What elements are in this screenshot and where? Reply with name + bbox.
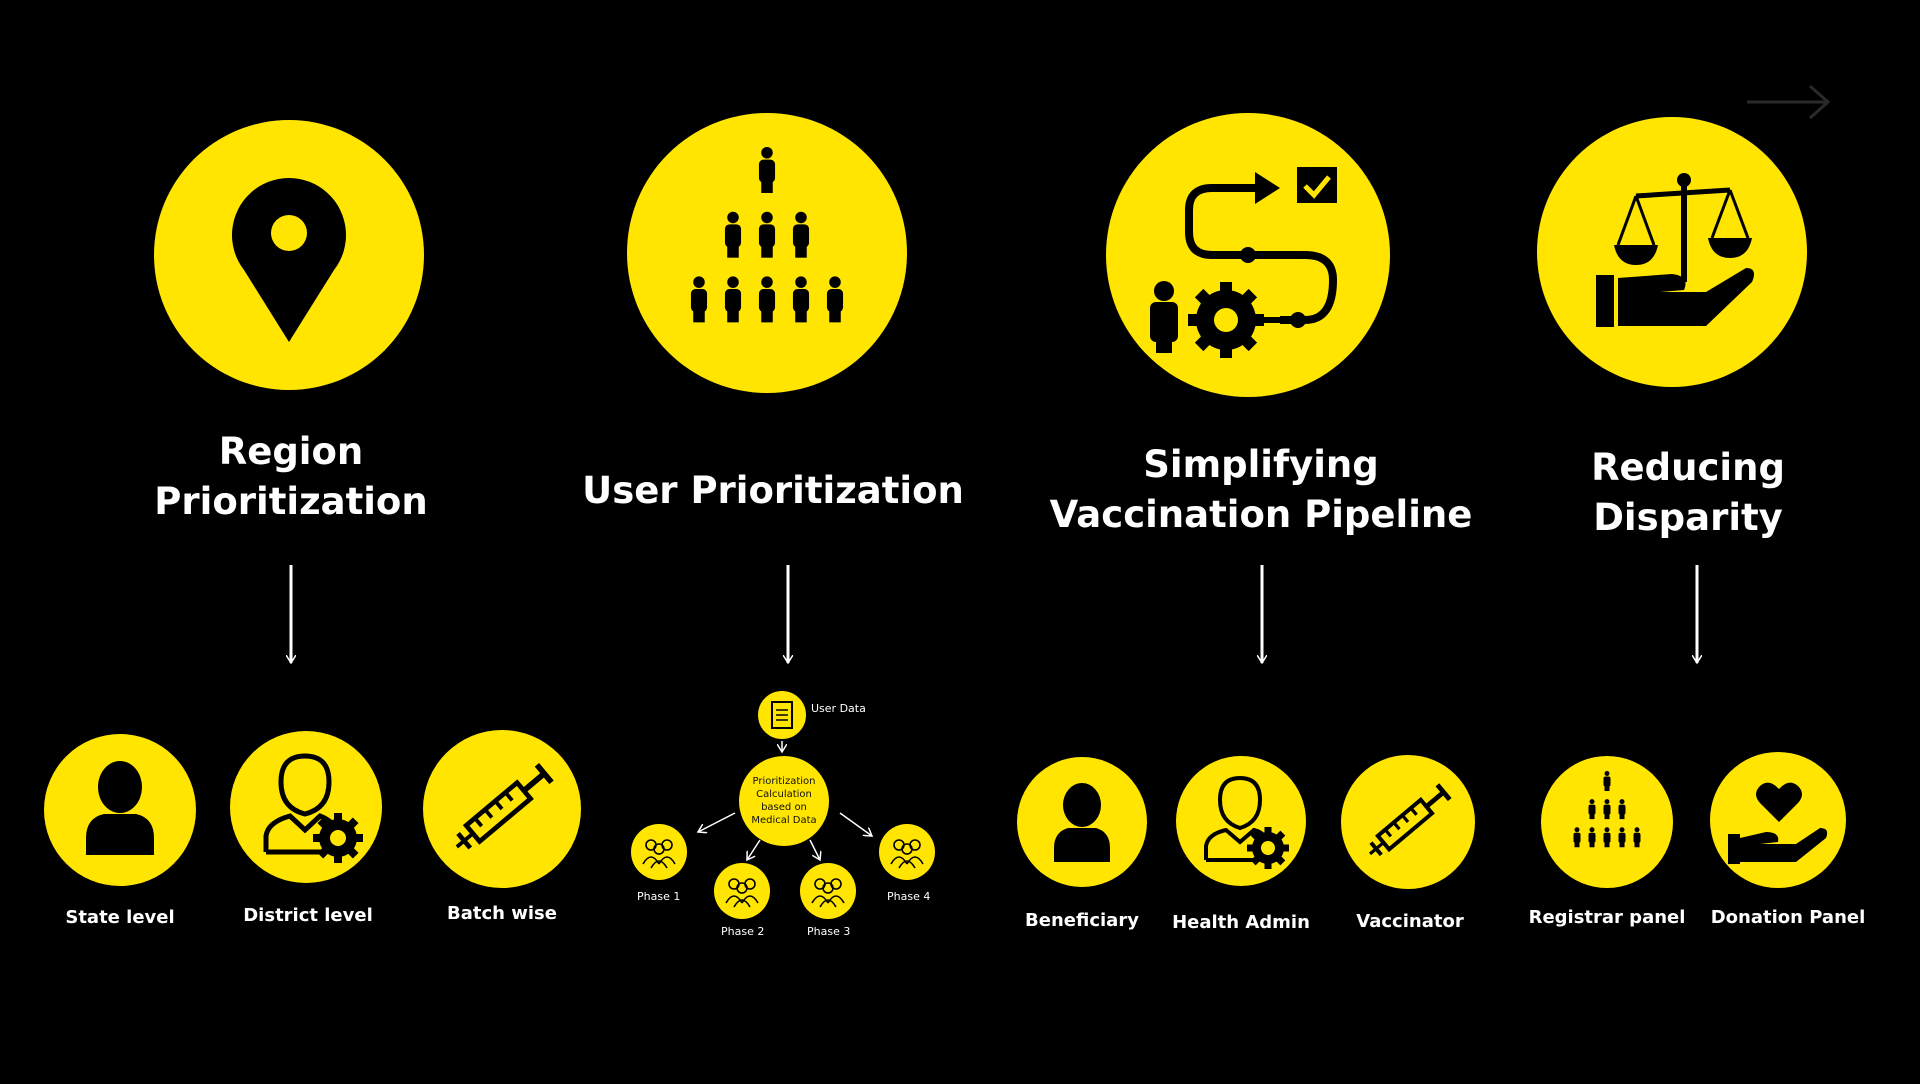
calc-line: Prioritization [752, 776, 816, 787]
person-figure-icon [1603, 799, 1611, 820]
calc-line: Calculation [756, 789, 812, 800]
state-level-node [44, 734, 196, 886]
vaccination-pipeline-circle [1106, 113, 1390, 397]
registrar-panel-node [1541, 756, 1673, 888]
user-prioritization-flow [631, 689, 935, 919]
prioritization-calculation-node [739, 756, 829, 846]
person-figure-icon [826, 276, 844, 323]
reducing-disparity-circle [1537, 117, 1807, 387]
batch-wise-label: Batch wise [447, 903, 557, 924]
beneficiary-node [1017, 757, 1147, 887]
title-line: Prioritization [154, 480, 428, 523]
person-figure-icon [792, 211, 810, 258]
pipeline-process-icon [1150, 167, 1338, 358]
region-prioritization-circle [154, 120, 424, 390]
prioritization-calculation-label: Prioritization Calculation based on Medi… [741, 775, 827, 827]
admin-gear-icon [263, 753, 363, 863]
reducing-disparity-title: Reducing Disparity [1591, 443, 1785, 543]
location-pin-icon [232, 178, 346, 342]
people-group-icon [890, 839, 924, 869]
donation-panel-node [1710, 752, 1846, 888]
person-figure-icon [1573, 827, 1581, 848]
person-figure-icon [1618, 799, 1626, 820]
person-figure-icon [758, 211, 776, 258]
person-icon [1054, 783, 1110, 862]
district-level-label: District level [243, 905, 373, 926]
person-figure-icon [1588, 827, 1596, 848]
vaccination-pipeline-title: Simplifying Vaccination Pipeline [1050, 440, 1473, 540]
user-prioritization-circle [627, 113, 907, 393]
person-figure-icon [758, 276, 776, 323]
health-admin-label: Health Admin [1172, 912, 1310, 933]
registrar-panel-label: Registrar panel [1528, 907, 1686, 928]
region-prioritization-title: Region Prioritization [154, 427, 427, 527]
batch-wise-node [423, 730, 581, 888]
phase-1-node [631, 824, 687, 880]
title-line: Vaccination Pipeline [1049, 493, 1473, 536]
calc-line: Medical Data [751, 815, 817, 826]
person-figure-icon [1603, 827, 1611, 848]
people-pyramid-icon [690, 147, 844, 323]
person-icon [86, 761, 154, 855]
person-figure-icon [1618, 827, 1626, 848]
flow-arrow [839, 812, 872, 836]
vaccinator-label: Vaccinator [1356, 911, 1464, 932]
flow-arrow [809, 839, 820, 860]
beneficiary-label: Beneficiary [1025, 910, 1139, 931]
user-data-label: User Data [811, 702, 866, 715]
phase-3-node [800, 863, 856, 919]
state-level-label: State level [65, 907, 175, 928]
heart-hand-icon [1728, 782, 1828, 864]
phase-2-label: Phase 2 [721, 925, 765, 938]
title-line: Simplifying [1143, 443, 1379, 486]
flow-arrow [698, 812, 736, 832]
syringe-icon [455, 763, 554, 850]
title-line: Disparity [1593, 496, 1783, 539]
faint-arrow-icon [1747, 84, 1831, 120]
user-data-node [756, 689, 808, 741]
person-figure-icon [1633, 827, 1641, 848]
person-figure-icon [1588, 799, 1596, 820]
people-group-icon [725, 878, 759, 908]
title-line: User Prioritization [582, 469, 964, 512]
scales-hand-icon [1596, 173, 1754, 327]
admin-gear-icon [1204, 775, 1289, 869]
person-figure-icon [724, 211, 742, 258]
document-icon [771, 701, 793, 729]
title-line: Reducing [1591, 446, 1785, 489]
syringe-icon [1368, 783, 1452, 857]
person-figure-icon [792, 276, 810, 323]
people-group-icon [811, 878, 845, 908]
health-admin-node [1176, 756, 1306, 886]
donation-panel-label: Donation Panel [1710, 907, 1866, 928]
person-figure-icon [724, 276, 742, 323]
phase-4-label: Phase 4 [887, 890, 931, 903]
district-level-node [230, 731, 382, 883]
phase-1-label: Phase 1 [637, 890, 681, 903]
phase-4-node [879, 824, 935, 880]
user-prioritization-title: User Prioritization [582, 466, 964, 516]
vaccinator-node [1341, 755, 1475, 889]
person-figure-icon [1603, 771, 1611, 791]
people-group-icon [642, 839, 676, 869]
person-figure-icon [758, 147, 776, 193]
person-figure-icon [690, 276, 708, 323]
calc-line: based on [761, 802, 807, 813]
people-pyramid-icon [1573, 771, 1641, 848]
phase-3-label: Phase 3 [807, 925, 851, 938]
title-line: Region [218, 430, 364, 473]
flow-arrow [747, 839, 761, 860]
phase-2-node [714, 863, 770, 919]
